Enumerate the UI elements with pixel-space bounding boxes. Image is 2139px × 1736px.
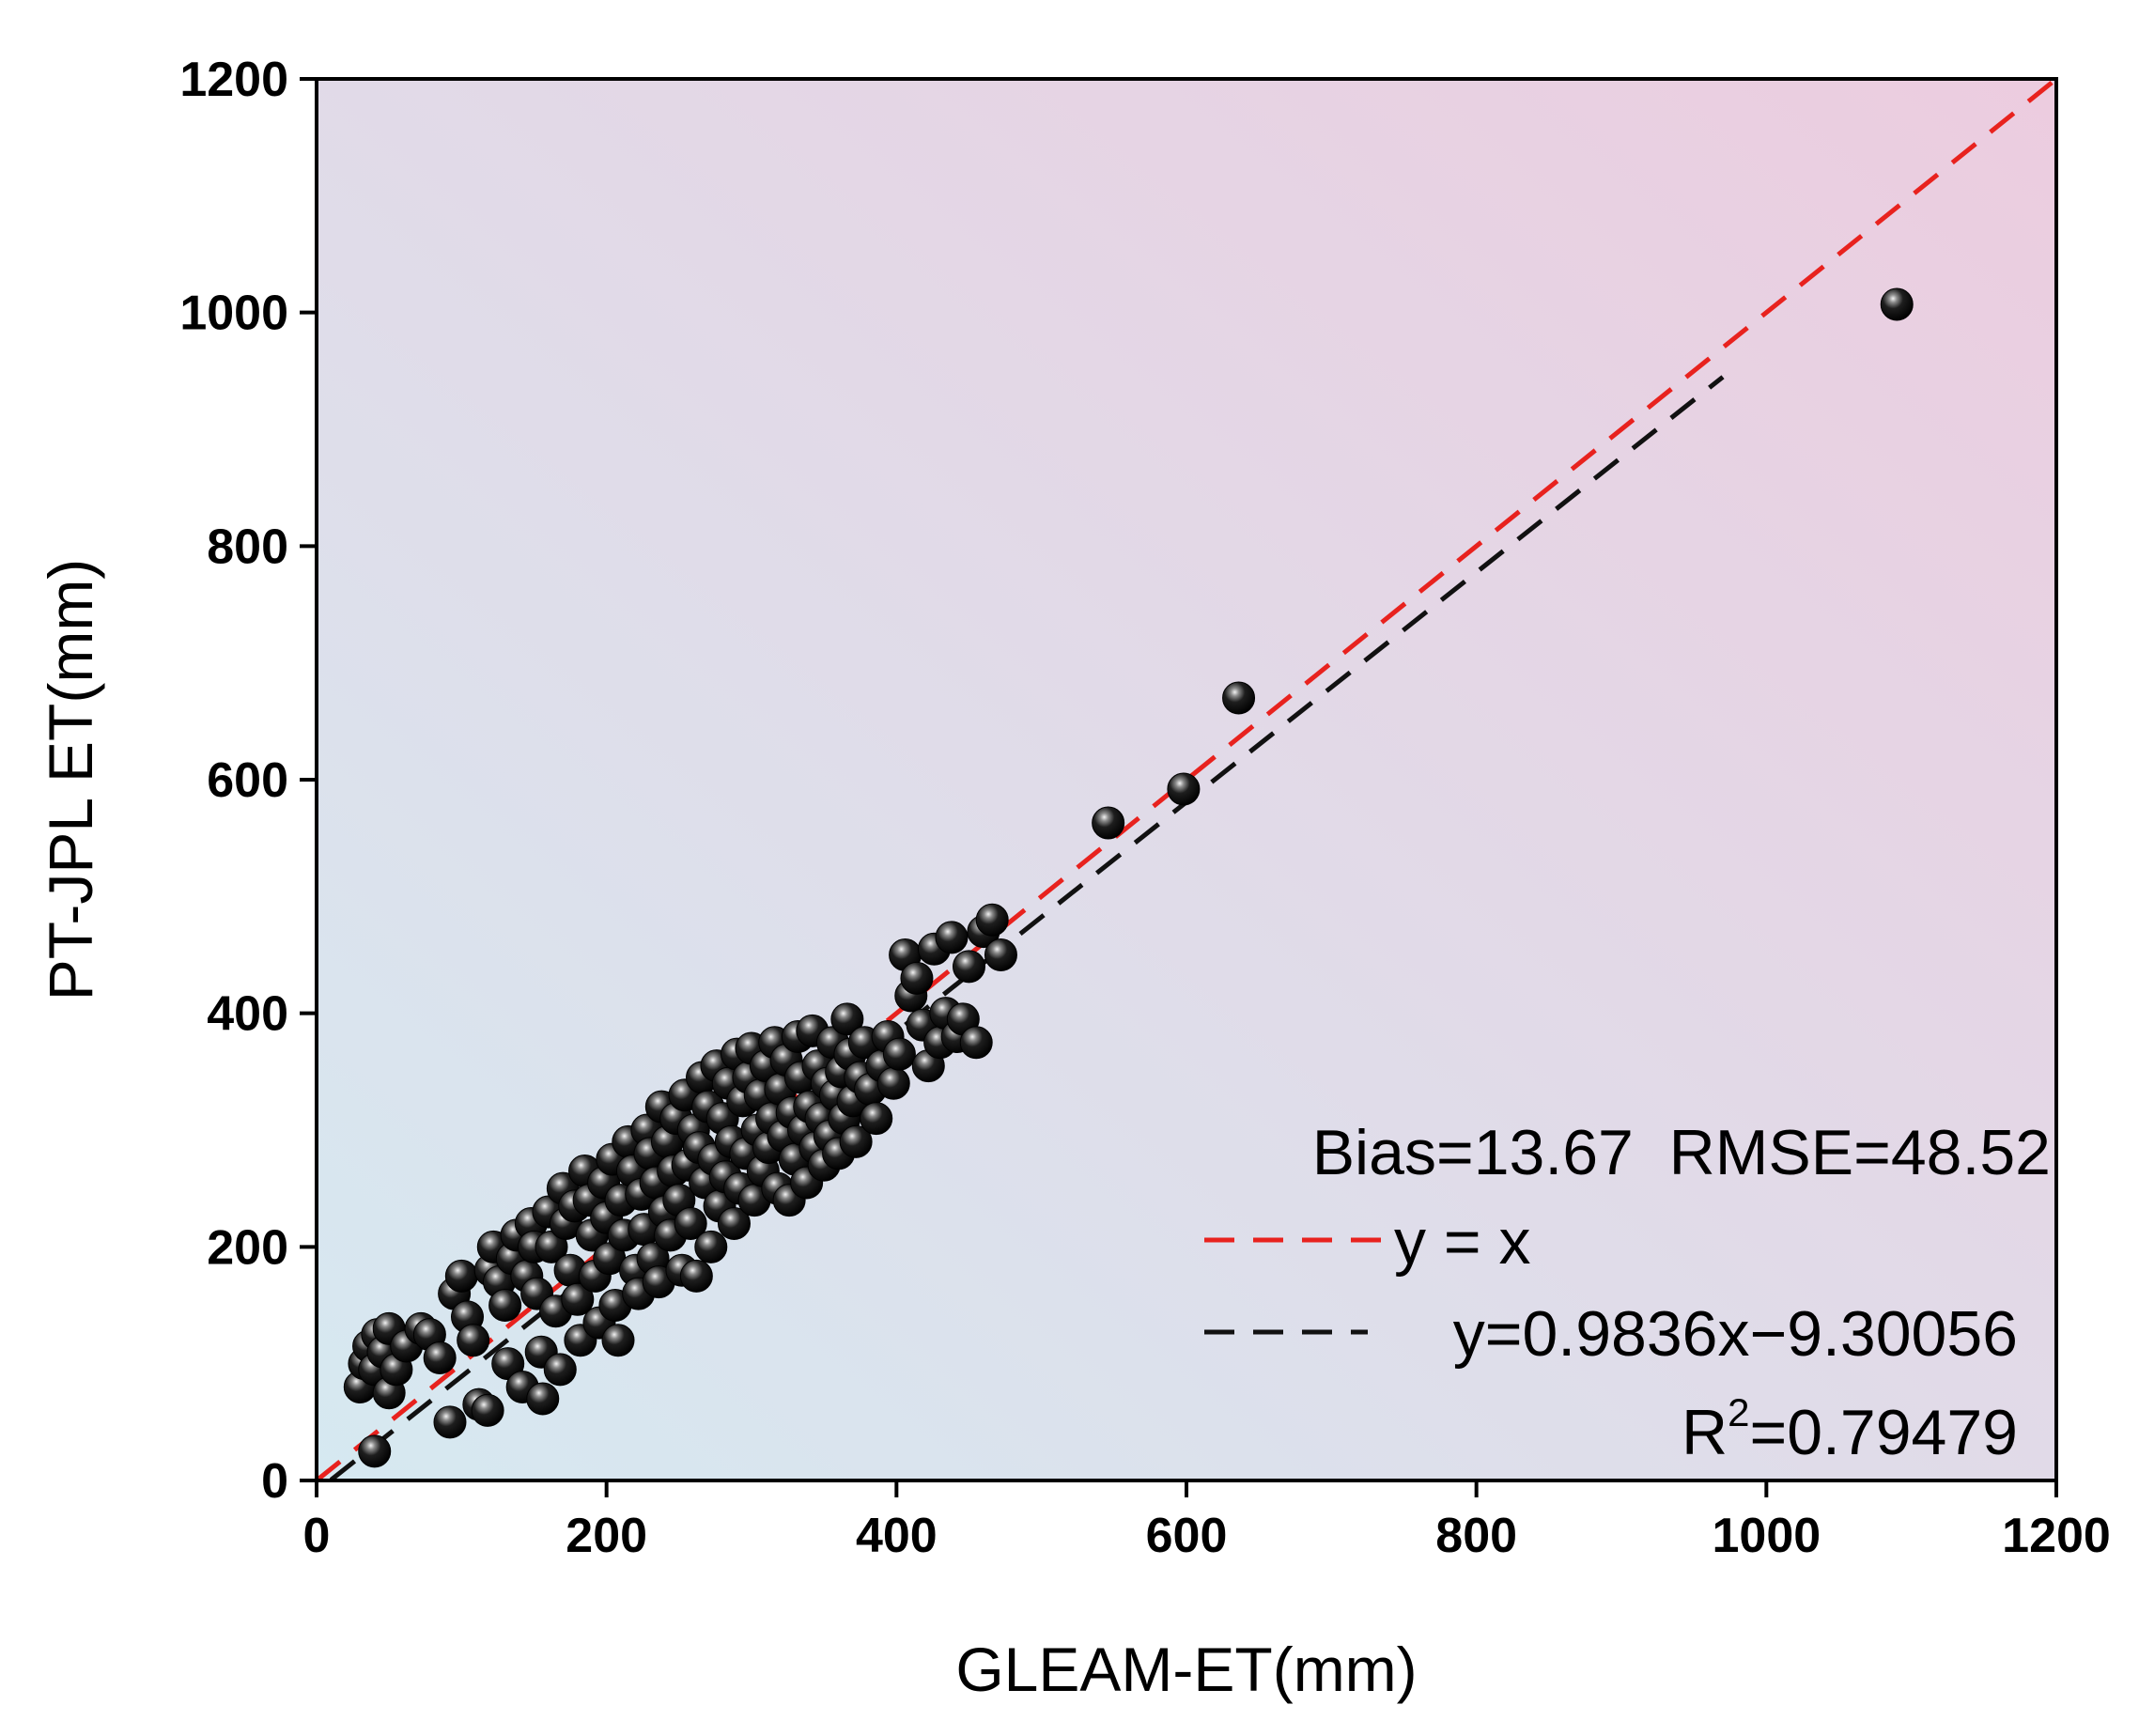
data-point bbox=[561, 1282, 595, 1316]
x-tick-label: 400 bbox=[856, 1509, 938, 1563]
data-point bbox=[457, 1324, 490, 1357]
data-point bbox=[935, 921, 969, 954]
data-point bbox=[1880, 287, 1914, 321]
x-tick-label: 1200 bbox=[2002, 1509, 2111, 1563]
data-point bbox=[860, 1102, 893, 1136]
scatter-points bbox=[343, 287, 1914, 1468]
data-point bbox=[358, 1434, 392, 1468]
data-point bbox=[900, 961, 934, 995]
stats-annotation: Bias=13.67 RMSE=48.52 bbox=[1312, 1117, 2051, 1188]
data-point bbox=[830, 1002, 864, 1036]
data-point bbox=[959, 1026, 993, 1060]
data-point bbox=[488, 1289, 522, 1322]
x-tick-label: 600 bbox=[1146, 1509, 1228, 1563]
data-point bbox=[839, 1124, 873, 1158]
y-tick-label: 800 bbox=[207, 519, 288, 574]
data-point bbox=[882, 1037, 916, 1071]
x-tick-label: 0 bbox=[303, 1509, 331, 1563]
x-tick-label: 1000 bbox=[1712, 1509, 1821, 1563]
data-point bbox=[674, 1206, 707, 1240]
x-axis: 0 200 400 600 800 1000 1200 bbox=[303, 1480, 2111, 1563]
data-point bbox=[876, 1066, 910, 1100]
y-tick-label: 600 bbox=[207, 753, 288, 808]
identity-line bbox=[317, 79, 2056, 1480]
r-squared-annotation: R2=0.79479 bbox=[1682, 1390, 2018, 1468]
legend-fit-label: y=0.9836x−9.30056 bbox=[1453, 1298, 2018, 1370]
x-tick-label: 800 bbox=[1435, 1509, 1517, 1563]
data-point bbox=[1222, 681, 1256, 715]
data-point bbox=[984, 938, 1017, 971]
data-point bbox=[543, 1353, 577, 1387]
r-squared-prefix: R bbox=[1682, 1397, 1728, 1468]
data-point bbox=[471, 1393, 504, 1427]
data-point bbox=[444, 1259, 478, 1293]
legend-identity-label: y = x bbox=[1394, 1206, 1531, 1278]
data-point bbox=[1092, 806, 1125, 840]
data-point bbox=[717, 1206, 751, 1240]
data-point bbox=[975, 903, 1009, 937]
r-squared-superscript: 2 bbox=[1728, 1390, 1749, 1434]
y-tick-label: 200 bbox=[207, 1220, 288, 1275]
data-point bbox=[601, 1324, 635, 1357]
x-axis-title: GLEAM-ET(mm) bbox=[955, 1635, 1417, 1704]
y-axis-title: PT-JPL ET(mm) bbox=[36, 559, 105, 1001]
data-point bbox=[1167, 772, 1201, 806]
data-point bbox=[423, 1341, 457, 1374]
data-point bbox=[679, 1259, 713, 1293]
y-tick-label: 0 bbox=[261, 1454, 288, 1509]
data-point bbox=[433, 1405, 467, 1439]
r-squared-value: =0.79479 bbox=[1749, 1397, 2018, 1468]
y-axis: 0 200 400 600 800 1000 1200 bbox=[179, 53, 317, 1509]
annotation-box: Bias=13.67 RMSE=48.52 y = x y=0.9836x−9.… bbox=[1204, 1117, 2051, 1468]
data-point bbox=[526, 1382, 560, 1416]
data-point bbox=[694, 1230, 728, 1263]
y-tick-label: 1200 bbox=[179, 53, 288, 107]
y-tick-label: 400 bbox=[207, 987, 288, 1042]
x-tick-label: 200 bbox=[566, 1509, 647, 1563]
y-tick-label: 1000 bbox=[179, 287, 288, 341]
data-point bbox=[953, 950, 985, 984]
